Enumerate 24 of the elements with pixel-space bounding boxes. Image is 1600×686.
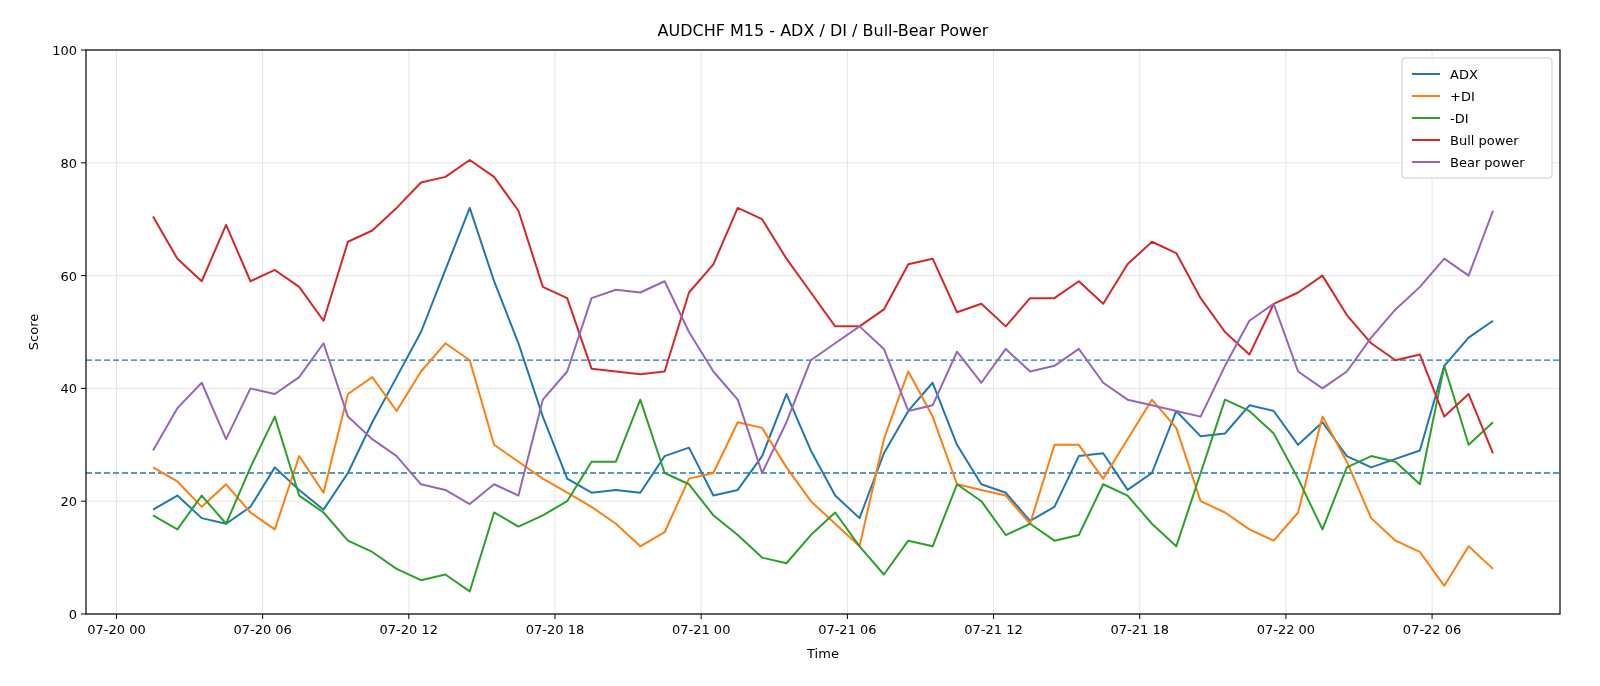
legend-label: +DI: [1450, 89, 1475, 104]
y-tick-label: 0: [68, 607, 77, 622]
y-axis-title: Score: [26, 313, 41, 351]
legend-label: -DI: [1450, 111, 1469, 126]
legend-label: Bear power: [1450, 155, 1526, 170]
x-tick-label: 07-20 00: [87, 622, 146, 637]
y-tick-label: 80: [60, 155, 77, 171]
x-tick-label: 07-21 06: [818, 622, 877, 637]
x-tick-label: 07-22 06: [1402, 622, 1462, 637]
y-tick-label: 60: [60, 268, 77, 284]
x-tick-label: 07-20 18: [525, 622, 585, 637]
x-tick-label: 07-22 00: [1256, 622, 1316, 637]
x-tick-label: 07-21 00: [671, 622, 731, 637]
y-tick-label: 40: [60, 381, 77, 397]
chart-title: AUDCHF M15 - ADX / DI / Bull-Bear Power: [657, 21, 989, 40]
x-tick-label: 07-21 12: [964, 622, 1023, 637]
y-tick-label: 20: [60, 494, 77, 510]
y-tick-label: 100: [52, 43, 77, 58]
legend-label: ADX: [1450, 67, 1478, 82]
x-tick-label: 07-20 12: [379, 622, 439, 637]
x-axis-title: Time: [806, 646, 839, 661]
x-tick-label: 07-21 18: [1110, 622, 1169, 637]
legend-label: Bull power: [1450, 133, 1520, 148]
x-tick-label: 07-20 06: [233, 622, 292, 637]
